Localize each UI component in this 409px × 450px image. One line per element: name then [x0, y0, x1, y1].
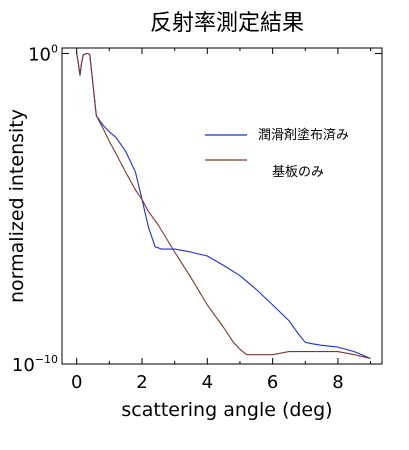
x-tick-label: 0 — [71, 372, 82, 393]
x-tick-label: 6 — [267, 372, 278, 393]
x-tick-label: 4 — [202, 372, 213, 393]
legend-label: 基板のみ — [272, 165, 324, 180]
plot-frame — [61, 47, 383, 365]
series-layer — [76, 52, 371, 360]
y-tick-label: 10−10 — [12, 353, 58, 376]
series-line-1 — [76, 52, 371, 360]
legend-label: 潤滑剤塗布済み — [258, 127, 349, 143]
y-axis-label: normalized intensity — [6, 109, 28, 303]
y-tick-label: 100 — [28, 42, 58, 65]
chart-title: 反射率測定結果 — [150, 11, 304, 36]
x-tick-label: 2 — [136, 372, 147, 393]
series-line-2 — [76, 52, 371, 360]
x-axis-label: scattering angle (deg) — [121, 399, 332, 421]
x-tick-label: 8 — [332, 372, 343, 393]
tick-layer: 0 2 4 6 8 100 10−10 — [12, 42, 382, 393]
